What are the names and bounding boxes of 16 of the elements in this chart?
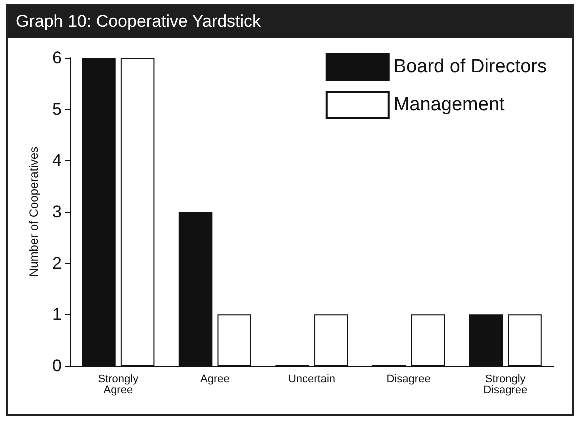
y-tick-label: 0 xyxy=(52,356,62,376)
y-tick-label: 4 xyxy=(52,151,62,170)
x-tick-label: Uncertain xyxy=(288,374,336,386)
x-tick-label: Disagree xyxy=(386,374,431,386)
y-axis-title: Number of Cooperatives xyxy=(27,146,41,278)
legend-label: Board of Directors xyxy=(394,56,548,78)
legend-label: Management xyxy=(394,94,506,116)
y-tick-label: 3 xyxy=(52,202,62,222)
y-tick-label: 2 xyxy=(52,254,62,273)
y-tick-label: 1 xyxy=(52,305,62,324)
y-tick-label: 5 xyxy=(52,100,62,119)
y-tick-label: 6 xyxy=(52,48,62,68)
x-tick-label: Strongly Agree xyxy=(98,374,140,396)
chart-title: Graph 10: Cooperative Yardstick xyxy=(8,6,572,38)
x-tick-label: Agree xyxy=(200,374,230,386)
x-tick-label: Strongly Disagree xyxy=(484,374,528,396)
